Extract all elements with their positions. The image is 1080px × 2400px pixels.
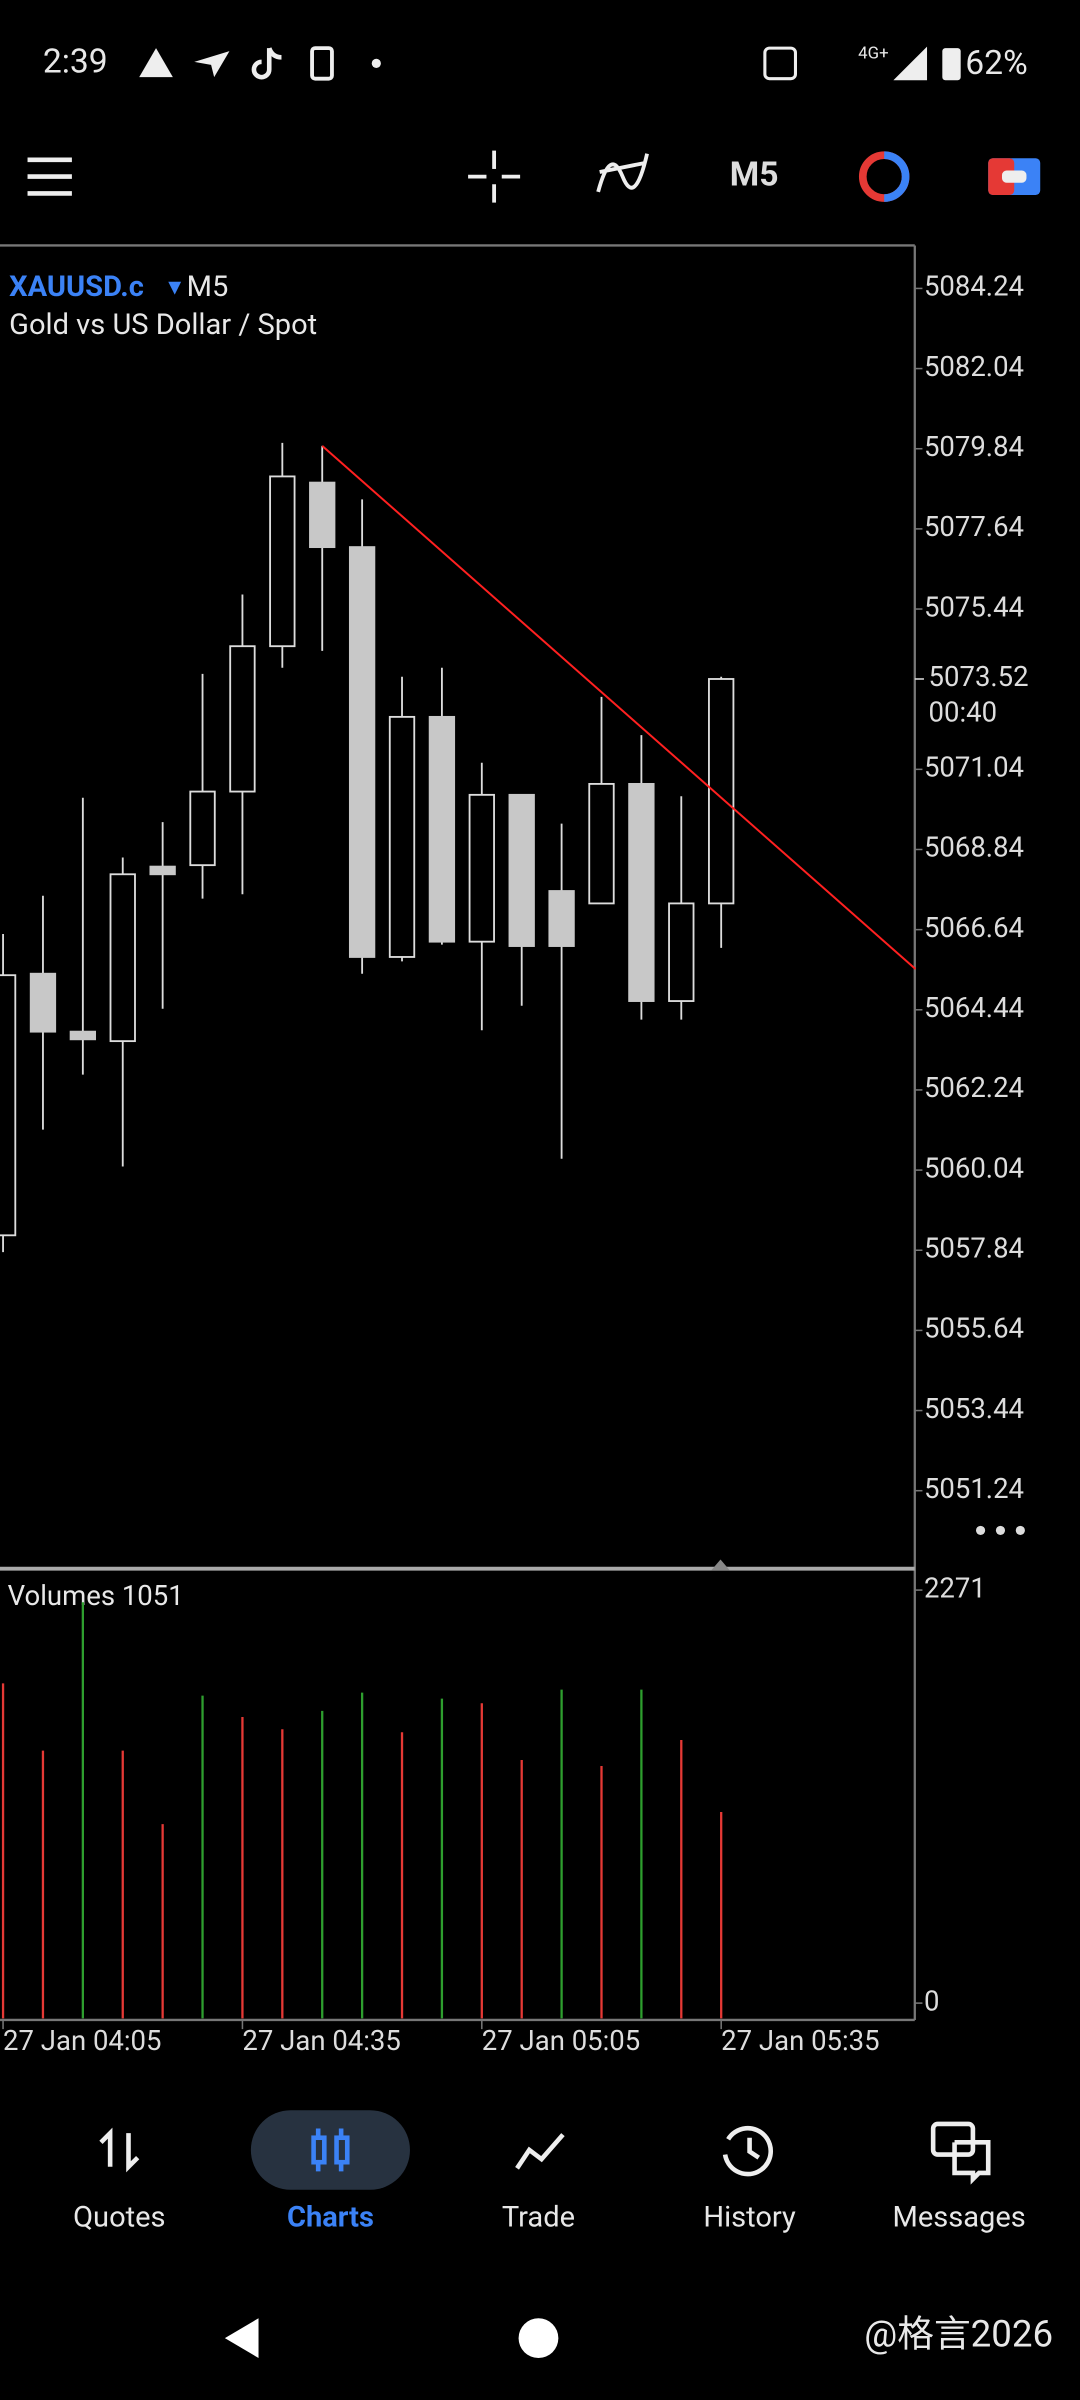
timeframe-button[interactable]: M5	[730, 155, 779, 194]
messages-icon[interactable]	[930, 2121, 991, 2185]
symbol-dropdown[interactable]: ▼	[168, 278, 181, 298]
chart-timeframe: M5	[187, 270, 229, 304]
x-tick-label: 27 Jan 04:35	[242, 2024, 400, 2057]
candle-body	[109, 873, 136, 1043]
candle-body	[668, 902, 695, 1002]
candle-body	[309, 481, 336, 549]
signal-icon	[893, 46, 928, 81]
quotes-icon[interactable]	[99, 2127, 140, 2173]
symbol-name[interactable]: XAUUSD.c	[9, 270, 144, 304]
candle-body	[229, 645, 256, 793]
candle-body	[588, 782, 615, 905]
y-tick-label: 5077.64	[924, 510, 1024, 543]
dot-icon	[371, 58, 381, 68]
x-tick-label: 27 Jan 05:35	[721, 2024, 879, 2057]
candle-body	[468, 793, 495, 943]
y-tick-label: 5062.24	[924, 1071, 1024, 1104]
candle-body	[548, 890, 575, 947]
y-tick-label: 5082.04	[924, 350, 1024, 383]
candle-body	[348, 546, 376, 958]
y-tick-label: 5084.24	[924, 270, 1024, 303]
home-button[interactable]	[518, 2318, 559, 2359]
y-tick-label: 5051.24	[924, 1472, 1024, 1505]
candle-body	[0, 974, 17, 1237]
trendline	[321, 445, 917, 970]
y-tick-label: 5066.64	[924, 911, 1024, 944]
x-tick-label: 27 Jan 04:05	[3, 2024, 161, 2057]
more-button[interactable]	[975, 1525, 1025, 1536]
y-tick-label: 5057.84	[924, 1232, 1024, 1265]
bar-countdown: 00:40	[929, 695, 998, 728]
volume-tick-label: 0	[924, 1984, 939, 2017]
active-tab-bg	[250, 2110, 410, 2190]
y-tick-label: 5053.44	[924, 1392, 1024, 1425]
x-tick-label: 27 Jan 05:05	[482, 2024, 640, 2057]
phone-icon	[310, 46, 334, 81]
candle-body	[628, 782, 655, 1002]
y-tick-label: 5055.64	[924, 1312, 1024, 1345]
trade-timer-button[interactable]	[858, 151, 910, 202]
network-type: 4G+	[858, 44, 888, 64]
tiktok-icon	[251, 47, 282, 80]
nav-label[interactable]: Trade	[502, 2200, 575, 2234]
y-tick-label: 5064.44	[924, 991, 1024, 1024]
y-tick-label: 5060.04	[924, 1151, 1024, 1184]
send-icon	[194, 51, 230, 78]
one-click-button[interactable]	[988, 158, 1041, 195]
candle-body	[189, 790, 216, 867]
nav-label[interactable]: Charts	[287, 2200, 374, 2234]
trade-icon[interactable]	[515, 2133, 565, 2170]
nav-label[interactable]: Messages	[893, 2200, 1026, 2234]
y-tick-label: 5075.44	[924, 590, 1024, 623]
watermark: @格言2026	[864, 2312, 1053, 2355]
candle-body	[388, 715, 416, 958]
nav-label[interactable]: Quotes	[73, 2200, 165, 2234]
history-icon[interactable]	[722, 2125, 773, 2177]
candle-body	[269, 475, 296, 648]
candle-body	[29, 972, 57, 1033]
back-button[interactable]	[224, 2318, 259, 2359]
status-time: 2:39	[43, 42, 108, 81]
warning-icon	[139, 48, 173, 78]
nav-label[interactable]: History	[703, 2200, 796, 2234]
candle-body	[69, 1030, 97, 1041]
battery-level: 62%	[965, 44, 1027, 83]
candle-body	[149, 865, 176, 876]
current-price: 5073.52	[929, 660, 1029, 693]
chart-frame	[0, 244, 916, 2022]
candle-body	[508, 793, 535, 947]
volume-label: Volumes 1051	[8, 1579, 184, 1612]
y-tick-label: 5079.84	[924, 430, 1024, 463]
charts-icon[interactable]	[311, 2128, 350, 2172]
indicators-button[interactable]	[596, 153, 649, 193]
y-tick-label: 5068.84	[924, 831, 1024, 864]
volume-tick-label: 2271	[924, 1571, 986, 1604]
crosshair-button[interactable]	[468, 150, 521, 203]
nfc-icon	[763, 46, 797, 81]
pane-handle[interactable]	[711, 1559, 730, 1571]
chart-subtitle: Gold vs US Dollar / Spot	[9, 308, 317, 342]
battery-icon	[942, 48, 961, 81]
menu-button[interactable]	[27, 157, 72, 196]
y-tick-label: 5071.04	[924, 751, 1024, 784]
candle-body	[428, 715, 456, 943]
